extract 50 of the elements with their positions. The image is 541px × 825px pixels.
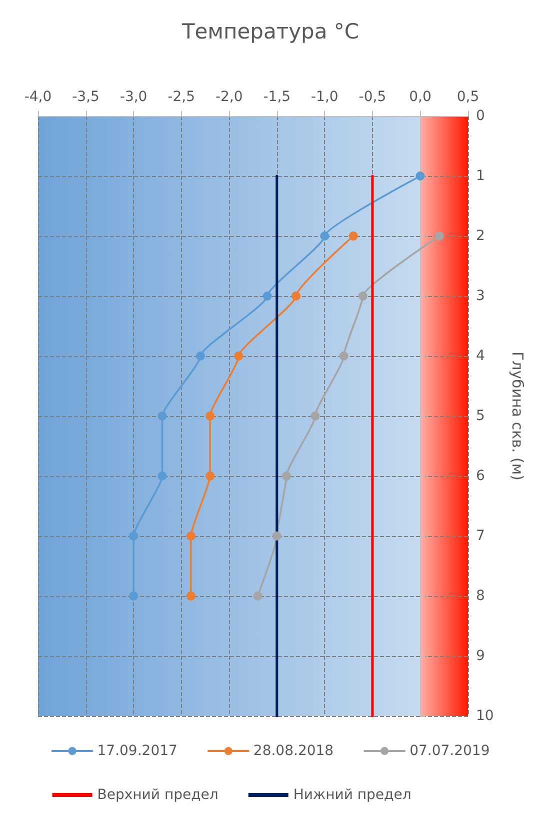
x-tick-label: 0,0 [409, 89, 432, 105]
point [348, 232, 358, 240]
point [416, 172, 425, 180]
x-tick-label: -4,0 [24, 89, 52, 105]
y-tick-label: 3 [476, 288, 485, 304]
y-tick-label: 7 [476, 528, 485, 544]
y-tick-label: 5 [476, 408, 485, 424]
y-tick-label: 1 [476, 168, 485, 184]
point [158, 472, 167, 480]
y-tick-label: 6 [476, 468, 485, 484]
point [158, 412, 167, 420]
legend-label: 07.07.2019 [410, 743, 490, 759]
point [253, 592, 262, 600]
y-axis-title: Глубина скв. (м) [508, 351, 526, 481]
point [320, 232, 330, 240]
point [292, 292, 300, 300]
x-tick-label: -2,5 [168, 89, 195, 105]
y-tick-label: 2 [476, 228, 485, 244]
y-tick-label: 9 [476, 648, 485, 664]
point [186, 592, 196, 600]
point [272, 532, 282, 540]
point [186, 532, 196, 540]
legend-label: 28.08.2018 [253, 743, 334, 759]
x-tick-label: -1,0 [311, 89, 338, 105]
x-tick-label: -3,0 [120, 89, 148, 105]
x-tick-label: 0,5 [456, 89, 480, 105]
y-tick-label: 0 [476, 108, 485, 124]
point [196, 352, 205, 360]
point [234, 352, 244, 360]
point [310, 412, 320, 420]
x-tick-label: -1,5 [263, 89, 291, 105]
chart-title: Температура °С [180, 20, 360, 44]
legend-label: Верхний предел [97, 787, 218, 803]
point [262, 292, 272, 300]
point [339, 352, 348, 360]
point [206, 412, 214, 420]
point [282, 472, 291, 480]
y-tick-label: 4 [476, 348, 485, 364]
x-tick-label: -0,5 [358, 89, 386, 105]
point [434, 232, 444, 240]
x-tick-label: -2,0 [215, 89, 243, 105]
legend-label: 17.09.2017 [97, 743, 178, 759]
point [129, 592, 138, 600]
y-tick-label: 10 [476, 708, 494, 724]
x-tick-label: -3,5 [72, 89, 100, 105]
y-tick-label: 8 [476, 588, 485, 604]
legend-label: Нижний предел [293, 787, 412, 803]
point [358, 292, 368, 300]
point [129, 532, 138, 540]
point [206, 472, 214, 480]
